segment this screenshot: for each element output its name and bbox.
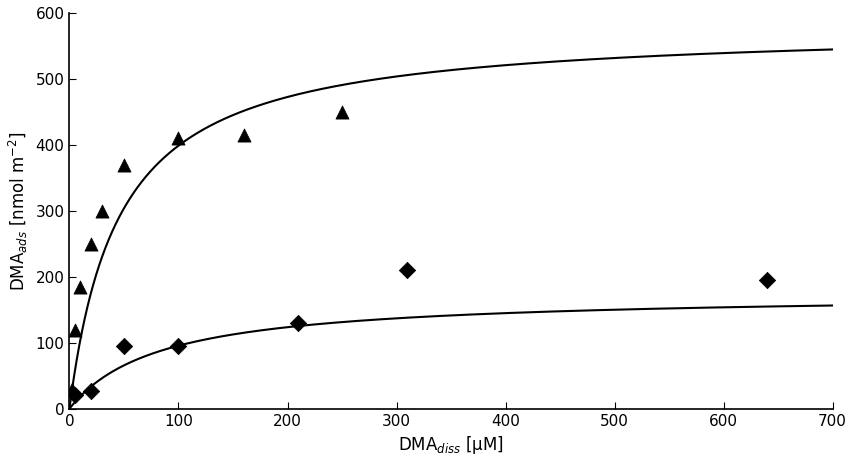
- Point: [117, 342, 131, 350]
- Point: [96, 207, 109, 214]
- Point: [171, 342, 185, 350]
- Point: [65, 385, 78, 393]
- Point: [84, 240, 98, 247]
- Point: [171, 135, 185, 142]
- Point: [68, 326, 82, 333]
- Point: [68, 392, 82, 399]
- Point: [84, 387, 98, 394]
- Point: [117, 161, 131, 169]
- Point: [334, 108, 348, 116]
- Point: [291, 319, 305, 326]
- X-axis label: DMA$_{diss}$ [μM]: DMA$_{diss}$ [μM]: [397, 434, 503, 456]
- Point: [400, 266, 414, 274]
- Point: [759, 276, 773, 284]
- Point: [237, 131, 251, 138]
- Y-axis label: DMA$_{ads}$ [nmol m$^{-2}$]: DMA$_{ads}$ [nmol m$^{-2}$]: [7, 131, 30, 290]
- Point: [73, 283, 87, 290]
